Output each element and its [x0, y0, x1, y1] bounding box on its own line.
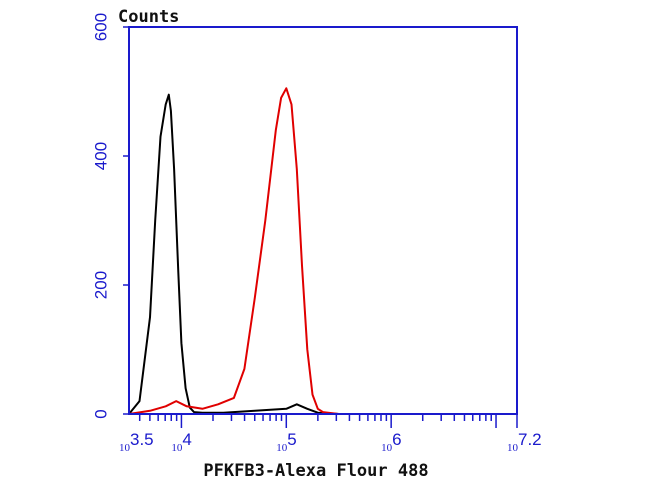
plot-frame — [128, 26, 518, 415]
x-tick-label: 107.2 — [507, 430, 542, 454]
series-2-line — [128, 87, 339, 415]
x-tick-label: 104 — [171, 430, 191, 454]
x-tick-label: 103.5 — [119, 430, 154, 454]
x-axis-title: PFKFB3-Alexa Flour 488 — [203, 461, 428, 481]
y-tick-label: 0 — [91, 409, 110, 418]
x-tick-label: 106 — [381, 430, 401, 454]
y-axis-title: Counts — [118, 7, 179, 27]
y-tick-label: 200 — [91, 271, 110, 299]
y-tick-label: 600 — [91, 13, 110, 41]
series-1-line — [128, 93, 339, 415]
x-axis: 103.5 104 105 106 107.2 — [119, 414, 542, 454]
x-tick-label: 105 — [276, 430, 296, 454]
curves-layer — [128, 87, 339, 415]
y-axis: 0 200 400 600 — [91, 13, 129, 419]
y-tick-label: 400 — [91, 142, 110, 170]
